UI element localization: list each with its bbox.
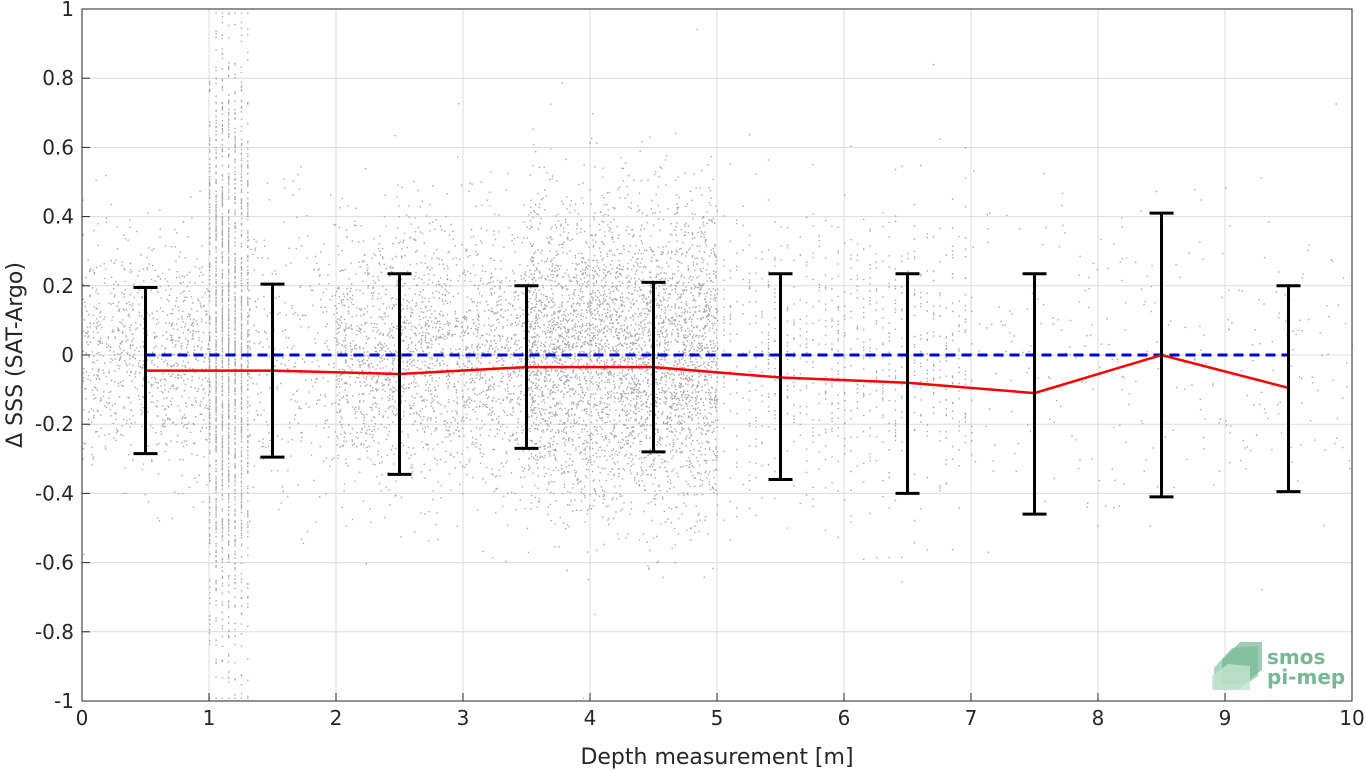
logo-line1: smos: [1267, 645, 1325, 669]
y-tick-label: 0.2: [42, 274, 74, 298]
error-bar: [1022, 272, 1047, 516]
y-tick-label: -1: [54, 689, 74, 713]
x-axis-label: Depth measurement [m]: [580, 745, 853, 770]
error-bar: [768, 272, 793, 482]
x-tick-label: 7: [965, 706, 978, 730]
smos-pimep-logo: smos pi-mep: [1212, 642, 1345, 690]
error-bar: [514, 284, 539, 450]
logo-icon: [1212, 642, 1262, 690]
error-bar: [1276, 284, 1301, 494]
y-tick-label: -0.8: [35, 620, 74, 644]
x-tick-label: 10: [1339, 706, 1364, 730]
x-tick-label: 3: [457, 706, 470, 730]
error-bar: [641, 280, 666, 454]
y-tick-label: -0.4: [35, 481, 74, 505]
error-bar: [133, 286, 158, 456]
y-tick-label: 0: [61, 343, 74, 367]
y-axis-label: Δ SSS (SAT-Argo): [3, 262, 28, 448]
y-tick-label: 0.4: [42, 205, 74, 229]
y-tick-label: 1: [61, 0, 74, 21]
y-tick-label: 0.6: [42, 135, 74, 159]
x-tick-label: 1: [203, 706, 216, 730]
mean-line-series: [145, 353, 1289, 395]
y-tick-label: 0.8: [42, 66, 74, 90]
error-bar: [895, 272, 920, 495]
x-axis-ticks: 0 1 2 3 4 5 6 7 8 9 10: [76, 693, 1365, 730]
y-tick-label: -0.6: [35, 551, 74, 575]
error-bar: [1149, 211, 1174, 499]
error-bar: [387, 272, 412, 476]
logo-line2: pi-mep: [1267, 665, 1345, 689]
scatter-points: [82, 12, 1354, 699]
y-tick-label: -0.2: [35, 412, 74, 436]
error-bars: [133, 211, 1301, 516]
scatter-point-cloud: [82, 12, 1354, 699]
error-bar: [260, 282, 285, 459]
x-tick-label: 8: [1092, 706, 1105, 730]
x-tick-label: 6: [838, 706, 851, 730]
x-tick-label: 4: [584, 706, 597, 730]
x-tick-label: 5: [711, 706, 724, 730]
y-axis-ticks: 1 0.8 0.6 0.4 0.2 0 -0.2 -0.4 -0.6 -0.8 -1: [35, 0, 90, 713]
mean-line: [145, 353, 1289, 395]
x-tick-label: 9: [1219, 706, 1232, 730]
x-tick-label: 0: [76, 706, 89, 730]
x-tick-label: 2: [330, 706, 343, 730]
